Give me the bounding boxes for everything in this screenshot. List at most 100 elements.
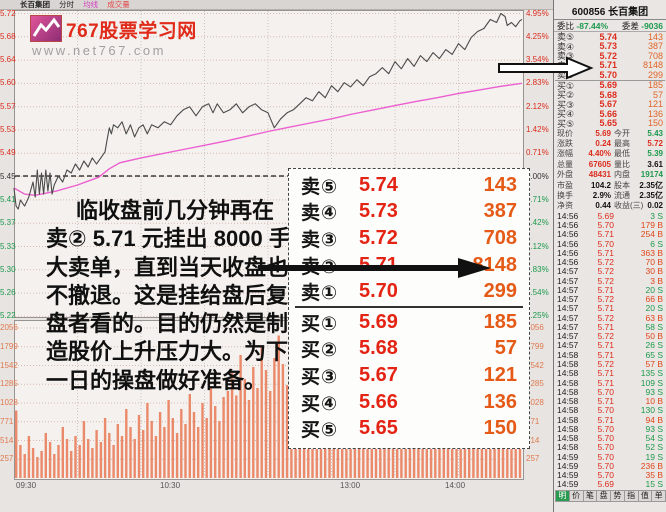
callout-bid-row: 买② 5.68 57 — [301, 337, 517, 362]
annotation-line: 造股价上升压力大。为下 — [46, 339, 289, 365]
panel-tab-盘[interactable]: 盘 — [596, 490, 611, 503]
tick-row: 14:56 5.69 3 S — [557, 210, 663, 221]
percent-axis-label: 1.42% — [526, 218, 549, 228]
quote-panel: 600856 长百集团 委比 -87.44% 委差 -9036 卖⑤ 5.74 14… — [553, 0, 666, 512]
volume-axis-label: 1799 — [0, 341, 18, 351]
panel-tab-笔[interactable]: 笔 — [582, 490, 598, 503]
tick-row: 14:57 5.72 63 B — [557, 312, 663, 323]
time-axis-label: 09:30 — [16, 481, 37, 490]
tick-row: 14:58 5.70 54 S — [557, 433, 663, 444]
tab-minute-chart[interactable]: 分时 — [59, 0, 75, 9]
price-axis-label: 5.30 — [0, 264, 16, 274]
annotation-text: 临收盘前几分钟再在 卖② 5.71 元挂出 8000 手大卖单，直到当天收盘也 不撤… — [46, 197, 296, 395]
panel-tab-价[interactable]: 价 — [568, 490, 584, 503]
volume-axis-label: 2056 — [526, 323, 544, 332]
panel-ask-row[interactable]: 卖⑤ 5.74 143 — [557, 31, 663, 43]
callout-ask-row: 卖① 5.70 299 — [301, 280, 517, 305]
annotation-line: 盘者看的。目的仍然是制 — [46, 311, 289, 337]
callout-asks: 卖⑤5.74143卖④5.73387卖③5.72708卖②5.718148卖①5… — [289, 172, 529, 305]
panel-ask-row[interactable]: 卖① 5.70 299 — [557, 69, 663, 81]
price-axis-label: 5.41 — [0, 194, 16, 204]
volume-axis-label: 2056 — [0, 323, 18, 332]
price-axis-label: 5.57 — [0, 101, 16, 111]
tick-row: 14:58 5.71 94 B — [557, 414, 663, 425]
percent-axis-label: 1.42% — [526, 125, 549, 134]
stock-name-label: 长百集团 — [20, 0, 50, 9]
price-axis-label: 5.72 — [0, 8, 16, 18]
price-axis-label: 5.37 — [0, 218, 16, 228]
panel-bid-row[interactable]: 买② 5.68 57 — [557, 89, 663, 101]
percent-axis-label: 4.25% — [526, 31, 549, 41]
panel-bid-row[interactable]: 买③ 5.67 121 — [557, 99, 663, 110]
volume-axis-label: 1028 — [526, 398, 544, 407]
panel-tab-明[interactable]: 明 — [555, 490, 570, 503]
time-axis-label: 10:30 — [160, 481, 181, 490]
tick-row: 14:57 5.71 20 S — [557, 284, 663, 295]
callout-ask-row: 卖③ 5.72 708 — [301, 226, 517, 251]
tick-row: 14:59 5.70 19 S — [557, 451, 663, 462]
percent-axis-label: 2.12% — [526, 241, 549, 251]
price-axis-label: 5.26 — [0, 288, 16, 298]
callout-ask-row: 卖⑤ 5.74 143 — [301, 173, 517, 198]
tick-row: 14:56 5.71 254 B — [557, 229, 663, 240]
tick-row: 14:58 5.71 109 S — [557, 377, 663, 388]
panel-bid-row[interactable]: 买④ 5.66 136 — [557, 108, 663, 120]
tick-row: 14:57 5.72 50 B — [557, 331, 663, 342]
percent-axis-label: 4.95% — [526, 8, 549, 18]
annotation-line: 一日的操盘做好准备。 — [46, 367, 267, 393]
panel-tab-指[interactable]: 指 — [623, 490, 639, 503]
tick-row: 14:58 5.70 93 S — [557, 423, 663, 434]
tick-list: 14:56 5.69 3 S 14:56 5.70 179 B 14:56 5.71 254 B… — [554, 210, 666, 490]
panel-bottom-tabs: 明价笔盘势指值单 — [555, 490, 666, 503]
panel-sell2-pointer-arrow — [498, 56, 594, 80]
quote-info-row: 净资 0.44 收益(三) 0.02 — [557, 201, 663, 211]
tick-row: 14:57 5.72 3 B — [557, 275, 663, 286]
tick-row: 14:58 5.70 130 S — [557, 405, 663, 416]
panel-bid-row[interactable]: 买① 5.69 185 — [557, 80, 663, 91]
tick-row: 14:59 5.70 236 B — [557, 460, 663, 471]
percent-axis-label: 2.12% — [526, 101, 549, 111]
panel-ask-row[interactable]: 卖③ 5.72 708 — [557, 50, 663, 62]
panel-ask-row[interactable]: 卖④ 5.73 387 — [557, 41, 663, 52]
quote-info-grid: 现价 5.69 今开 5.43 涨跌 0.24 最高 5.72 涨幅 4.40% 最低 5.39 总量 6… — [554, 128, 666, 211]
quote-info-row: 市盈 104.2 股本 2.35亿 — [557, 180, 663, 190]
panel-bid-rows: 买① 5.69 185 买② 5.68 57 买③ 5.67 121 买④ 5.66 136 买⑤ 5.6… — [554, 80, 666, 129]
tick-row: 14:56 5.71 363 B — [557, 247, 663, 258]
price-axis-label: 5.33 — [0, 241, 16, 251]
volume-axis-label: 257 — [0, 454, 14, 464]
tick-row: 14:59 5.70 35 B — [557, 470, 663, 481]
panel-tab-势[interactable]: 势 — [610, 490, 625, 503]
percent-axis-label: 2.83% — [526, 264, 549, 274]
weicha-label: 委差 — [621, 20, 639, 31]
quote-info-row: 涨跌 0.24 最高 5.72 — [557, 139, 663, 149]
panel-tab-值[interactable]: 值 — [637, 490, 653, 503]
panel-tab-单[interactable]: 单 — [651, 490, 666, 503]
percent-axis-label: 3.54% — [526, 288, 549, 298]
volume-axis-label: 1285 — [526, 379, 544, 389]
tick-row: 14:57 5.72 30 B — [557, 266, 663, 277]
tick-row: 14:56 5.70 6 S — [557, 238, 663, 249]
volume-axis-label: 514 — [526, 435, 540, 445]
quote-info-row: 总量 67605 量比 3.61 — [557, 159, 663, 169]
percent-axis-label: 0.71% — [526, 194, 549, 204]
price-axis-label: 5.53 — [0, 125, 16, 134]
tick-row: 14:58 5.71 10 B — [557, 396, 663, 407]
tick-row: 14:58 5.71 65 S — [557, 349, 663, 360]
tab-moving-average[interactable]: 均线 — [83, 0, 99, 9]
tick-row: 14:58 5.70 93 S — [557, 386, 663, 397]
percent-axis-label: 4.25% — [526, 311, 549, 321]
tick-row: 14:57 5.71 26 S — [557, 340, 663, 351]
volume-axis-label: 771 — [526, 416, 540, 426]
callout-bid-row: 买⑤ 5.65 150 — [301, 417, 517, 442]
panel-ask-rows: 卖⑤5.74143卖④5.73387卖③5.72708卖②5.718148卖①5… — [554, 31, 666, 81]
intraday-chart-region[interactable]: 长百集团 分时 均线 成交量 767股票学习网 www.net767.com 临… — [0, 0, 553, 512]
price-axis-label: 5.60 — [0, 78, 16, 88]
tab-volume[interactable]: 成交量 — [107, 0, 130, 9]
weibi-label: 委比 — [557, 20, 575, 31]
tick-row: 14:58 5.71 135 S — [557, 368, 663, 379]
tick-row: 14:56 5.70 179 B — [557, 220, 663, 231]
panel-bid-row[interactable]: 买⑤ 5.65 150 — [557, 118, 663, 129]
quote-info-row: 换手 2.9% 流通 2.35亿 — [557, 191, 663, 201]
annotation-line: 临收盘前几分钟再在 — [76, 198, 275, 223]
